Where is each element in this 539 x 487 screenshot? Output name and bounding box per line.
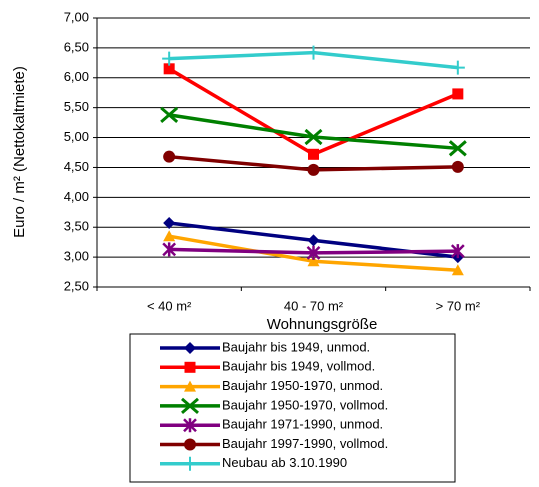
legend-label: Baujahr 1950-1970, vollmod. — [222, 397, 388, 412]
y-tick-label: 6,00 — [64, 69, 89, 84]
legend-marker — [184, 380, 196, 392]
data-point — [304, 128, 323, 146]
y-axis-title: Euro / m² (Nettokaltmiete) — [11, 66, 28, 238]
legend-label: Baujahr 1997-1990, vollmod. — [222, 436, 388, 451]
y-tick-label: 3,00 — [64, 249, 89, 264]
data-point — [450, 60, 465, 75]
data-point — [307, 255, 320, 267]
data-point — [163, 150, 176, 163]
legend-marker — [181, 397, 199, 415]
legend-marker — [183, 456, 197, 471]
data-point — [306, 245, 321, 260]
legend-label: Baujahr 1950-1970, unmod. — [222, 378, 383, 393]
data-point — [307, 234, 320, 247]
legend-marker — [183, 418, 197, 433]
y-tick-label: 2,50 — [64, 278, 89, 293]
legend-label: Baujahr bis 1949, unmod. — [222, 339, 370, 354]
legend-box — [129, 333, 456, 483]
data-point — [162, 51, 177, 66]
data-point — [163, 230, 176, 242]
data-point — [307, 163, 320, 176]
data-point — [452, 88, 464, 100]
legend-marker — [184, 342, 196, 354]
legend-marker — [184, 438, 196, 451]
x-tick-label: 40 - 70 m² — [284, 298, 344, 313]
data-point — [163, 217, 176, 230]
y-tick-label: 6,50 — [64, 39, 89, 54]
series-line — [168, 67, 459, 157]
data-point — [308, 148, 319, 160]
y-tick-label: 4,50 — [64, 159, 89, 174]
x-tick-label: < 40 m² — [147, 298, 192, 313]
data-point — [450, 244, 465, 259]
y-tick-label: 7,00 — [64, 9, 89, 24]
legend-label: Baujahr 1971-1990, unmod. — [222, 417, 383, 432]
legend-marker — [184, 361, 196, 373]
x-tick-label: > 70 m² — [436, 298, 481, 313]
y-tick-label: 4,00 — [64, 189, 89, 204]
data-point — [160, 106, 179, 123]
x-axis-title: Wohnungsgröße — [267, 316, 378, 333]
legend-label: Neubau ab 3.10.1990 — [222, 455, 347, 470]
y-tick-label: 5,50 — [64, 99, 89, 114]
data-point — [163, 63, 175, 75]
legend-label: Baujahr bis 1949, vollmod. — [222, 359, 375, 374]
y-tick-label: 3,50 — [64, 219, 89, 234]
data-point — [448, 140, 467, 157]
data-point — [162, 242, 177, 257]
y-tick-label: 5,00 — [64, 129, 89, 144]
data-point — [451, 160, 464, 173]
series-line — [168, 113, 458, 151]
data-point — [451, 264, 464, 276]
data-point — [306, 45, 321, 60]
